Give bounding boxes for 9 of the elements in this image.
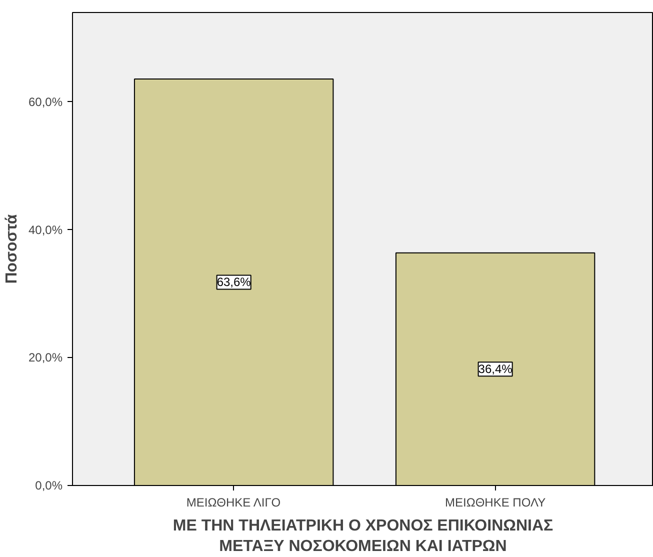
y-tick-label: 40,0%: [28, 222, 63, 237]
y-axis-title: Ποσοστά: [3, 214, 20, 284]
x-tick-label: ΜΕΙΩΘΗΚΕ ΛΙΓΟ: [186, 496, 281, 510]
y-tick-label: 20,0%: [28, 350, 63, 365]
y-tick-label: 60,0%: [28, 94, 63, 109]
x-axis-title: ΜΕ ΤΗΝ ΤΗΛΕΙΑΤΡΙΚΗ Ο ΧΡΟΝΟΣ ΕΠΙΚΟΙΝΩΝΙΑΣ ΜΕΤΑΞΥ ΝΟΣΟΚΟΜΕΙΩΝ ΚΑΙ ΙΑΤΡΩΝ: [172, 518, 554, 555]
data-label: 63,6%: [216, 275, 252, 290]
y-tick-label: 0,0%: [35, 478, 63, 492]
x-tick-label: ΜΕΙΩΘΗΚΕ ΠΟΛΥ: [445, 496, 546, 510]
